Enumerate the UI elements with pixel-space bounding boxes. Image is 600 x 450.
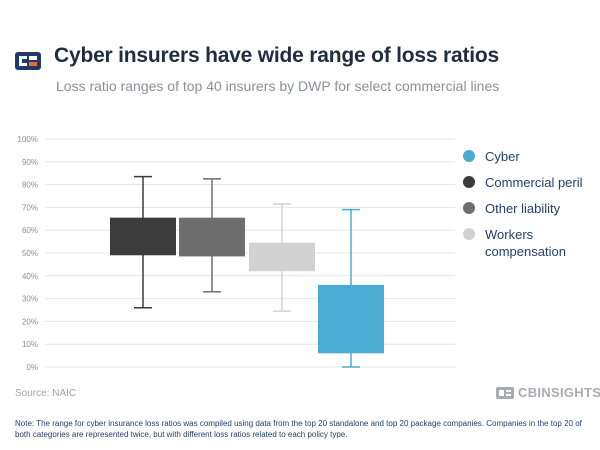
cbinsights-logo-icon (15, 52, 41, 70)
chart-subtitle: Loss ratio ranges of top 40 insurers by … (56, 78, 500, 94)
box-workers-compensation (249, 242, 315, 272)
source-note: Source: NAIC (15, 388, 77, 399)
y-tick-label: 100% (18, 135, 38, 144)
legend-item-cyber: Cyber (463, 148, 595, 165)
y-tick-label: 80% (22, 181, 38, 190)
y-tick-label: 20% (22, 317, 38, 326)
legend-label: Other liability (485, 201, 561, 216)
y-tick-label: 90% (22, 158, 38, 167)
legend-swatch (463, 228, 475, 240)
cbinsights-brand-icon (496, 386, 514, 399)
legend-item-commercial-peril: Commercial peril (463, 174, 595, 191)
legend-swatch (463, 202, 475, 214)
brand: CBINSIGHTS (496, 385, 600, 400)
legend-swatch (463, 150, 475, 162)
chart-legend: Cyber Commercial peril Other liability Work… (463, 148, 595, 269)
legend-item-workers-compensation: Workers compensation (463, 226, 595, 260)
box-commercial-peril (110, 217, 176, 256)
y-tick-label: 70% (22, 203, 38, 212)
legend-swatch (463, 176, 475, 188)
legend-label: Workers compensation (485, 227, 566, 259)
box-other-liability (179, 217, 245, 257)
y-tick-label: 30% (22, 295, 38, 304)
y-tick-label: 60% (22, 226, 38, 235)
y-tick-label: 10% (22, 340, 38, 349)
legend-label: Commercial peril (485, 175, 583, 190)
y-tick-label: 0% (26, 363, 38, 372)
box-cyber (318, 284, 384, 354)
legend-item-other-liability: Other liability (463, 200, 595, 217)
y-tick-label: 40% (22, 272, 38, 281)
footnote: Note: The range for cyber insurance loss… (15, 419, 582, 439)
y-tick-label: 50% (22, 249, 38, 258)
brand-name: CBINSIGHTS (518, 385, 600, 400)
chart-title: Cyber insurers have wide range of loss r… (54, 44, 499, 67)
legend-label: Cyber (485, 149, 520, 164)
